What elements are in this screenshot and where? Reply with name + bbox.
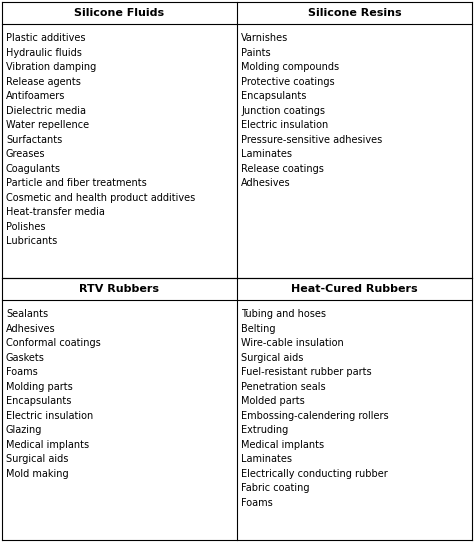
Text: Extruding: Extruding <box>241 425 288 435</box>
Text: Silicone Fluids: Silicone Fluids <box>74 8 164 18</box>
Text: Silicone Resins: Silicone Resins <box>308 8 401 18</box>
Text: Mold making: Mold making <box>6 469 69 479</box>
Text: Adhesives: Adhesives <box>6 324 55 334</box>
Text: Antifoamers: Antifoamers <box>6 92 65 101</box>
Text: Belting: Belting <box>241 324 275 334</box>
Text: Molding compounds: Molding compounds <box>241 62 339 72</box>
Text: Embossing-calendering rollers: Embossing-calendering rollers <box>241 411 389 421</box>
Text: Fabric coating: Fabric coating <box>241 483 310 493</box>
Text: Tubing and hoses: Tubing and hoses <box>241 309 326 319</box>
Text: Lubricants: Lubricants <box>6 236 57 247</box>
Text: Fuel-resistant rubber parts: Fuel-resistant rubber parts <box>241 367 372 377</box>
Text: RTV Rubbers: RTV Rubbers <box>80 284 159 294</box>
Text: Cosmetic and health product additives: Cosmetic and health product additives <box>6 193 195 203</box>
Text: Release coatings: Release coatings <box>241 164 324 174</box>
Text: Encapsulants: Encapsulants <box>6 396 72 406</box>
Text: Greases: Greases <box>6 150 46 159</box>
Text: Pressure-sensitive adhesives: Pressure-sensitive adhesives <box>241 135 382 145</box>
Text: Penetration seals: Penetration seals <box>241 382 326 392</box>
Text: Dielectric media: Dielectric media <box>6 106 86 116</box>
Text: Electrically conducting rubber: Electrically conducting rubber <box>241 469 388 479</box>
Text: Vibration damping: Vibration damping <box>6 62 96 72</box>
Text: Foams: Foams <box>6 367 38 377</box>
Text: Molding parts: Molding parts <box>6 382 73 392</box>
Text: Surgical aids: Surgical aids <box>6 454 68 464</box>
Text: Protective coatings: Protective coatings <box>241 77 335 87</box>
Text: Molded parts: Molded parts <box>241 396 305 406</box>
Text: Hydraulic fluids: Hydraulic fluids <box>6 48 82 58</box>
Text: Electric insulation: Electric insulation <box>241 120 328 130</box>
Text: Glazing: Glazing <box>6 425 42 435</box>
Text: Laminates: Laminates <box>241 150 292 159</box>
Text: Medical implants: Medical implants <box>6 440 89 450</box>
Text: Heat-Cured Rubbers: Heat-Cured Rubbers <box>291 284 418 294</box>
Text: Conformal coatings: Conformal coatings <box>6 338 101 349</box>
Text: Surgical aids: Surgical aids <box>241 353 303 363</box>
Text: Water repellence: Water repellence <box>6 120 89 130</box>
Text: Electric insulation: Electric insulation <box>6 411 93 421</box>
Text: Adhesives: Adhesives <box>241 178 291 189</box>
Text: Release agents: Release agents <box>6 77 81 87</box>
Text: Polishes: Polishes <box>6 222 46 232</box>
Text: Encapsulants: Encapsulants <box>241 92 306 101</box>
Text: Surfactants: Surfactants <box>6 135 62 145</box>
Text: Particle and fiber treatments: Particle and fiber treatments <box>6 178 147 189</box>
Text: Heat-transfer media: Heat-transfer media <box>6 208 105 217</box>
Text: Sealants: Sealants <box>6 309 48 319</box>
Text: Paints: Paints <box>241 48 271 58</box>
Text: Plastic additives: Plastic additives <box>6 34 85 43</box>
Text: Varnishes: Varnishes <box>241 34 288 43</box>
Text: Gaskets: Gaskets <box>6 353 45 363</box>
Text: Wire-cable insulation: Wire-cable insulation <box>241 338 344 349</box>
Text: Junction coatings: Junction coatings <box>241 106 325 116</box>
Text: Laminates: Laminates <box>241 454 292 464</box>
Text: Coagulants: Coagulants <box>6 164 61 174</box>
Text: Foams: Foams <box>241 498 273 508</box>
Text: Medical implants: Medical implants <box>241 440 324 450</box>
